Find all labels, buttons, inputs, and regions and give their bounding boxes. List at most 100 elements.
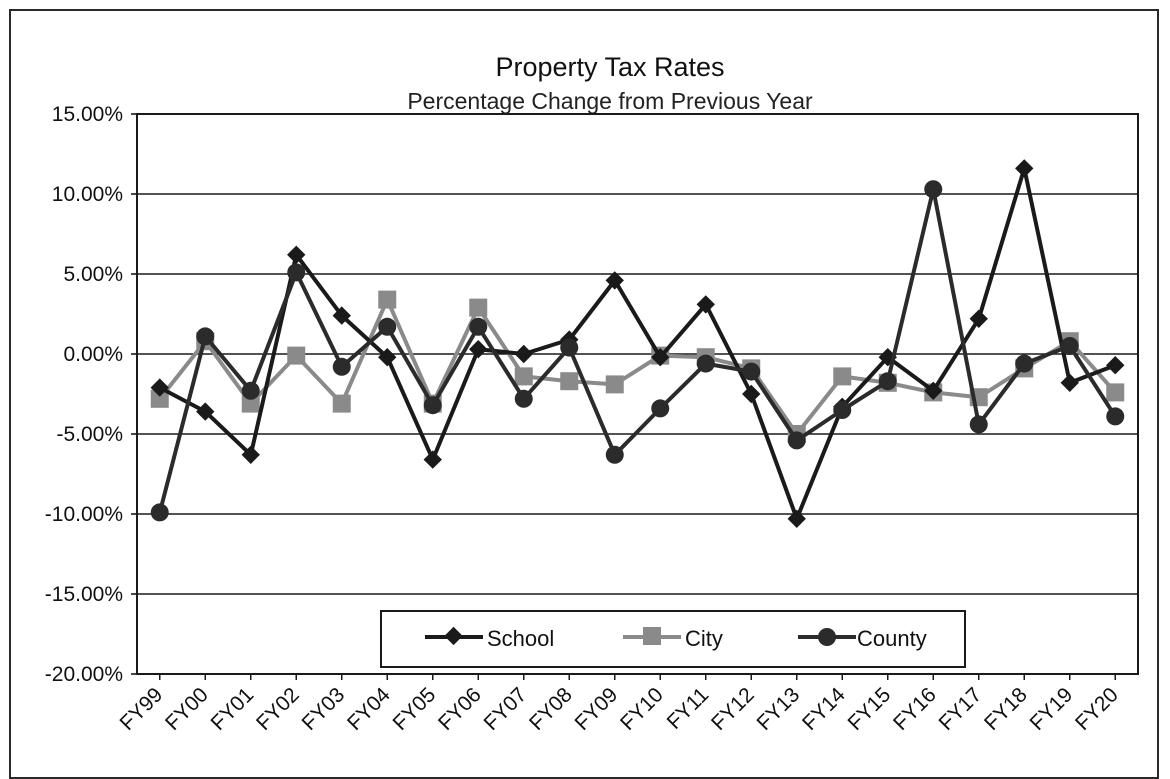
data-point-school bbox=[469, 340, 488, 359]
data-point-county bbox=[696, 354, 715, 373]
data-point-county bbox=[514, 389, 533, 408]
series-line-city bbox=[158, 297, 1117, 436]
data-point-city bbox=[1106, 383, 1125, 402]
data-point-county bbox=[924, 180, 943, 199]
data-point-county bbox=[605, 445, 624, 464]
series-layer bbox=[150, 159, 1125, 528]
data-point-city bbox=[469, 298, 488, 317]
x-tick-label: FY14 bbox=[798, 683, 850, 735]
series-county bbox=[150, 180, 1125, 522]
x-tick-label: FY16 bbox=[889, 683, 941, 735]
x-tick-label: FY05 bbox=[389, 683, 441, 735]
data-point-city bbox=[833, 367, 852, 386]
y-tick-label: -15.00% bbox=[45, 583, 123, 606]
legend-label-county: County bbox=[857, 626, 927, 651]
data-point-county bbox=[150, 503, 169, 522]
x-tick-label: FY99 bbox=[116, 683, 168, 735]
data-point-school bbox=[378, 348, 397, 367]
data-point-school bbox=[924, 381, 943, 400]
x-tick-label: FY19 bbox=[1026, 683, 1078, 735]
series-school bbox=[150, 159, 1125, 528]
x-tick-label: FY01 bbox=[207, 683, 259, 735]
data-point-county bbox=[742, 362, 761, 381]
y-tick-label: 10.00% bbox=[52, 183, 123, 206]
data-point-city bbox=[241, 394, 260, 413]
data-point-county bbox=[651, 399, 670, 418]
data-point-school bbox=[332, 306, 351, 325]
x-axis-ticks: FY99FY00FY01FY02FY03FY04FY05FY06FY07FY08… bbox=[116, 674, 1123, 735]
data-point-school bbox=[1015, 159, 1034, 178]
x-tick-label: FY12 bbox=[707, 683, 759, 735]
x-tick-label: FY00 bbox=[161, 683, 213, 735]
x-tick-label: FY07 bbox=[480, 683, 532, 735]
data-point-county bbox=[241, 381, 260, 400]
data-point-county bbox=[332, 357, 351, 376]
data-point-school bbox=[423, 450, 442, 469]
data-point-school bbox=[605, 271, 624, 290]
data-point-county bbox=[560, 338, 579, 357]
x-tick-label: FY02 bbox=[252, 683, 304, 735]
plot-area bbox=[136, 113, 1139, 675]
data-point-county bbox=[378, 317, 397, 336]
data-point-city bbox=[514, 367, 533, 386]
x-tick-label: FY11 bbox=[663, 683, 714, 734]
legend-marker-school bbox=[444, 626, 463, 646]
grid-lines bbox=[137, 113, 1138, 675]
data-point-county bbox=[1015, 354, 1034, 373]
x-tick-label: FY18 bbox=[980, 683, 1032, 735]
data-point-school bbox=[742, 384, 761, 404]
data-point-county bbox=[1106, 407, 1125, 426]
x-tick-label: FY17 bbox=[935, 683, 987, 735]
data-point-city bbox=[332, 394, 351, 413]
y-tick-label: -20.00% bbox=[45, 663, 123, 686]
data-point-city bbox=[287, 346, 306, 365]
data-point-school bbox=[969, 309, 988, 328]
y-tick-label: -5.00% bbox=[56, 423, 123, 446]
data-point-county bbox=[878, 372, 897, 391]
legend-marker-county bbox=[818, 628, 836, 646]
data-point-county bbox=[969, 415, 988, 434]
data-point-school bbox=[196, 402, 215, 421]
legend-marker-city bbox=[643, 627, 661, 645]
x-tick-label: FY20 bbox=[1071, 683, 1123, 735]
data-point-county bbox=[287, 263, 306, 282]
data-point-school bbox=[787, 509, 806, 528]
data-point-county bbox=[196, 327, 215, 346]
data-point-city bbox=[150, 389, 169, 408]
data-point-county bbox=[423, 396, 442, 415]
y-tick-label: -10.00% bbox=[45, 503, 123, 526]
y-axis-ticks: 15.00% 10.00% 5.00% 0.00% -5.00% -10.00% -15.0… bbox=[45, 103, 137, 686]
data-point-school bbox=[1060, 373, 1079, 392]
y-tick-label: 0.00% bbox=[63, 343, 123, 366]
data-point-city bbox=[605, 375, 624, 394]
legend: School City County bbox=[380, 610, 966, 668]
legend-label-school: School bbox=[487, 626, 554, 651]
data-point-city bbox=[560, 372, 579, 391]
series-line-school bbox=[158, 166, 1117, 521]
data-point-school bbox=[1106, 356, 1125, 375]
x-tick-label: FY15 bbox=[844, 683, 896, 735]
chart-title: Property Tax Rates bbox=[495, 52, 724, 82]
data-point-school bbox=[651, 348, 670, 367]
x-tick-label: FY06 bbox=[434, 683, 486, 735]
x-tick-label: FY13 bbox=[753, 683, 805, 735]
chart-subtitle: Percentage Change from Previous Year bbox=[407, 88, 813, 114]
data-point-county bbox=[1060, 337, 1079, 355]
data-point-county bbox=[787, 431, 806, 450]
y-tick-label: 15.00% bbox=[52, 103, 123, 126]
series-line-county bbox=[157, 187, 1117, 513]
data-point-city bbox=[378, 290, 397, 309]
data-point-school bbox=[241, 445, 260, 464]
x-tick-label: FY10 bbox=[616, 683, 668, 735]
y-tick-label: 5.00% bbox=[63, 263, 123, 286]
x-tick-label: FY03 bbox=[298, 683, 350, 735]
data-point-county bbox=[469, 317, 488, 336]
x-tick-label: FY04 bbox=[343, 683, 395, 735]
data-point-school bbox=[696, 295, 715, 314]
data-point-county bbox=[833, 401, 852, 419]
x-tick-label: FY09 bbox=[571, 683, 623, 735]
legend-label-city: City bbox=[685, 626, 723, 651]
data-point-school bbox=[514, 344, 533, 364]
x-tick-label: FY08 bbox=[525, 683, 577, 735]
